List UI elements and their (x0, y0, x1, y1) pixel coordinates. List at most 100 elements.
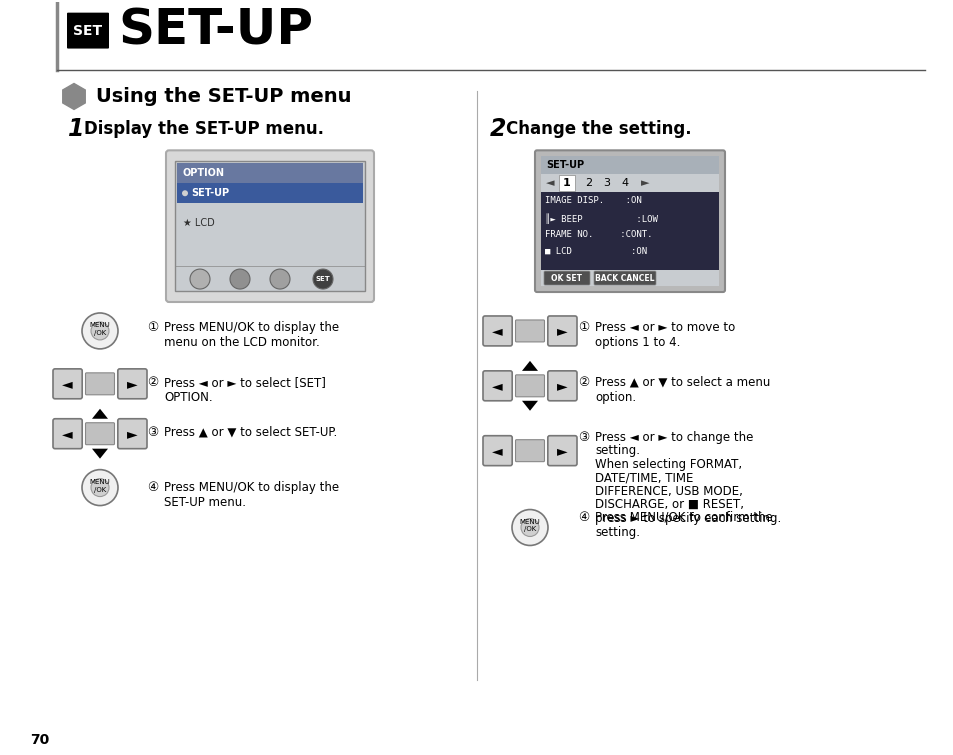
Bar (177, 183, 363, 203)
Bar (558, 175, 575, 191)
Text: MENU: MENU (90, 322, 111, 328)
Text: SET: SET (315, 276, 330, 282)
FancyBboxPatch shape (547, 436, 577, 466)
FancyBboxPatch shape (53, 419, 82, 448)
Text: 3: 3 (603, 178, 610, 188)
FancyBboxPatch shape (543, 271, 589, 285)
Text: Press ◄ or ► to move to: Press ◄ or ► to move to (595, 321, 735, 334)
Text: ►: ► (127, 377, 137, 391)
Text: options 1 to 4.: options 1 to 4. (595, 336, 679, 349)
Text: ①: ① (578, 321, 589, 334)
Text: ②: ② (578, 376, 589, 389)
Circle shape (520, 519, 538, 537)
Circle shape (270, 269, 290, 289)
Text: ③: ③ (578, 430, 589, 444)
FancyBboxPatch shape (86, 423, 114, 445)
Polygon shape (91, 408, 108, 419)
Text: ④: ④ (578, 510, 589, 523)
Text: /OK: /OK (93, 486, 106, 492)
Text: 4: 4 (620, 178, 628, 188)
Text: OK SET: OK SET (551, 273, 582, 282)
FancyBboxPatch shape (117, 419, 147, 448)
Polygon shape (521, 401, 537, 411)
Circle shape (82, 313, 118, 349)
Text: 70: 70 (30, 733, 50, 747)
Text: Press MENU/OK to confirm the: Press MENU/OK to confirm the (595, 510, 772, 523)
Polygon shape (63, 84, 85, 109)
FancyBboxPatch shape (482, 371, 512, 401)
Text: OPTION: OPTION (183, 168, 225, 178)
Text: 2: 2 (585, 178, 592, 188)
Text: ②: ② (147, 376, 158, 389)
Circle shape (91, 322, 109, 340)
Text: ►: ► (640, 178, 649, 188)
FancyBboxPatch shape (515, 320, 544, 342)
Text: IMAGE DISP.    :ON: IMAGE DISP. :ON (544, 196, 641, 205)
FancyBboxPatch shape (535, 150, 724, 292)
Text: ①: ① (147, 321, 158, 334)
Text: MENU: MENU (90, 479, 111, 485)
Text: Display the SET-UP menu.: Display the SET-UP menu. (84, 120, 324, 138)
FancyBboxPatch shape (117, 369, 147, 399)
Circle shape (182, 190, 188, 196)
Bar (177, 163, 363, 183)
Circle shape (91, 479, 109, 497)
Text: Using the SET-UP menu: Using the SET-UP menu (96, 87, 351, 106)
Circle shape (190, 269, 210, 289)
Text: press ► to specify each setting.: press ► to specify each setting. (595, 512, 781, 525)
Text: 1: 1 (562, 178, 570, 188)
Text: DISCHARGE, or ■ RESET,: DISCHARGE, or ■ RESET, (595, 498, 743, 511)
Bar (540, 193, 719, 270)
Circle shape (313, 269, 333, 289)
Text: /OK: /OK (523, 526, 536, 532)
Text: ◄: ◄ (492, 444, 502, 458)
Text: SET-UP menu.: SET-UP menu. (164, 495, 246, 509)
Text: ◄: ◄ (62, 377, 72, 391)
Text: Press ◄ or ► to select [SET]: Press ◄ or ► to select [SET] (164, 376, 326, 389)
Text: FRAME NO.     :CONT.: FRAME NO. :CONT. (544, 230, 652, 239)
Text: ►: ► (557, 444, 567, 458)
FancyBboxPatch shape (53, 369, 82, 399)
Circle shape (230, 269, 250, 289)
Text: ③: ③ (147, 426, 158, 439)
Text: Change the setting.: Change the setting. (505, 120, 691, 138)
Text: Press ▲ or ▼ to select a menu: Press ▲ or ▼ to select a menu (595, 376, 770, 389)
Text: ║► BEEP          :LOW: ║► BEEP :LOW (544, 213, 658, 224)
Bar (540, 156, 719, 174)
Text: OPTION.: OPTION. (164, 391, 213, 404)
Text: DIFFERENCE, USB MODE,: DIFFERENCE, USB MODE, (595, 485, 742, 498)
Text: BACK CANCEL: BACK CANCEL (595, 273, 654, 282)
Text: ◄: ◄ (492, 379, 502, 393)
Text: ④: ④ (147, 481, 158, 494)
Polygon shape (521, 361, 537, 371)
Text: When selecting FORMAT,: When selecting FORMAT, (595, 458, 741, 470)
Text: DATE/TIME, TIME: DATE/TIME, TIME (595, 471, 693, 484)
Text: ►: ► (557, 324, 567, 338)
Text: MENU: MENU (519, 519, 539, 525)
Circle shape (512, 510, 547, 545)
FancyBboxPatch shape (86, 373, 114, 395)
FancyBboxPatch shape (515, 439, 544, 461)
FancyBboxPatch shape (67, 13, 109, 48)
FancyBboxPatch shape (482, 316, 512, 346)
Bar (540, 270, 719, 286)
Text: ◄: ◄ (492, 324, 502, 338)
Text: ◄: ◄ (545, 178, 554, 188)
Text: SET: SET (73, 23, 103, 38)
Text: SET-UP: SET-UP (191, 188, 229, 199)
Polygon shape (91, 448, 108, 458)
FancyBboxPatch shape (482, 436, 512, 466)
Text: ►: ► (127, 427, 137, 441)
Bar (174, 162, 365, 291)
Text: ►: ► (557, 379, 567, 393)
Text: Press MENU/OK to display the: Press MENU/OK to display the (164, 321, 338, 334)
FancyBboxPatch shape (547, 316, 577, 346)
FancyBboxPatch shape (594, 271, 656, 285)
Text: ◄: ◄ (62, 427, 72, 441)
Text: SET-UP: SET-UP (545, 160, 583, 171)
Text: ★ LCD: ★ LCD (183, 218, 214, 228)
Text: menu on the LCD monitor.: menu on the LCD monitor. (164, 336, 319, 349)
Text: Press ▲ or ▼ to select SET-UP.: Press ▲ or ▼ to select SET-UP. (164, 426, 337, 439)
Text: setting.: setting. (595, 525, 639, 538)
Text: 2: 2 (490, 117, 506, 141)
